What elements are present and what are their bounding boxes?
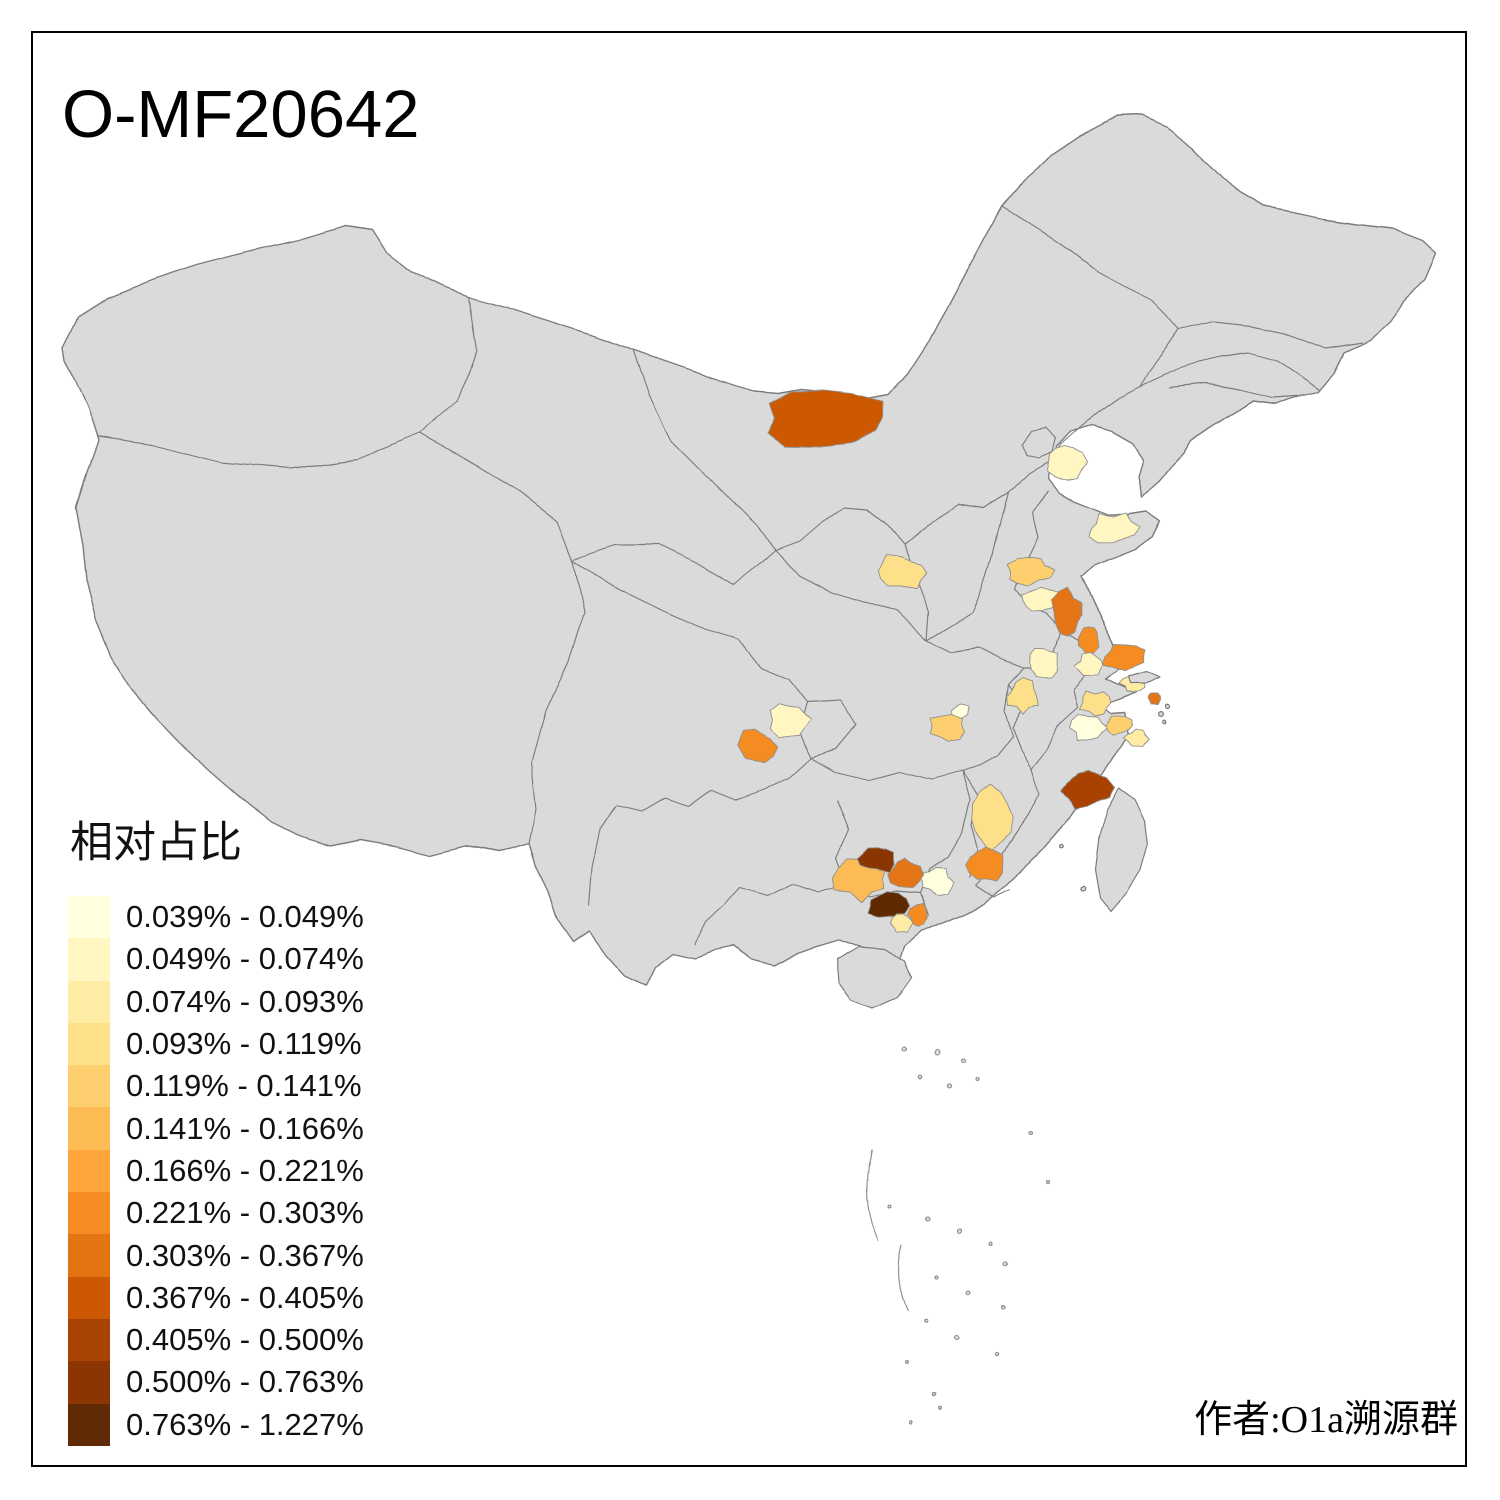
legend-swatch [68,1192,110,1235]
legend-entry: 0.119% - 0.141% [68,1065,364,1108]
hainan-island [835,944,914,1009]
map-region-region-08 [1078,625,1101,654]
legend-title: 相对占比 [70,820,242,867]
map-region-region-31 [888,911,914,931]
colored-regions [735,389,1162,931]
legend-swatch [68,1403,110,1446]
legend-label: 0.074% - 0.093% [126,983,364,1019]
attribution: 作者:O1a溯源群 [1194,1399,1458,1441]
legend-label: 0.093% - 0.119% [126,1026,362,1062]
legend-entry: 0.141% - 0.166% [68,1107,364,1150]
legend-swatch [68,1065,110,1108]
map-region-region-18 [1122,729,1149,748]
legend-label: 0.119% - 0.141% [126,1068,362,1104]
legend-label: 0.500% - 0.763% [126,1364,364,1400]
map-region-region-23 [950,704,970,721]
map-region-region-26 [918,866,954,896]
map-region-region-12 [1074,649,1106,676]
page-title: O-MF20642 [62,77,420,152]
legend-entry: 0.049% - 0.074% [68,938,364,981]
map-region-region-17 [1106,716,1133,737]
legend-swatch [68,1361,110,1404]
legend-swatch [68,1234,110,1277]
legend-entry: 0.763% - 1.227% [68,1403,364,1446]
legend-entry: 0.093% - 0.119% [68,1022,364,1066]
map-region-region-07 [1052,588,1082,637]
map-region-region-11 [1006,676,1038,716]
map-region-region-21 [735,730,778,764]
map-region-region-25 [966,844,1004,880]
legend-label: 0.405% - 0.500% [126,1322,364,1358]
legend-swatch [68,1107,110,1150]
south-china-sea-islets [866,1045,1051,1423]
legend-label: 0.763% - 1.227% [126,1406,364,1442]
map-region-region-05 [1007,556,1057,587]
legend-swatch [68,980,110,1023]
legend-entry: 0.166% - 0.221% [68,1149,364,1193]
map-region-region-29 [888,858,925,887]
legend: 相对占比 0.039% - 0.049% 0.049% - 0.074% 0.074… [68,808,364,1446]
map-region-region-01 [766,389,885,447]
legend-entry: 0.367% - 0.405% [68,1276,364,1319]
map-region-region-14 [1079,690,1113,717]
map-region-region-09 [1103,642,1148,672]
province-boundaries [96,205,1363,945]
legend-label: 0.367% - 0.405% [126,1279,364,1315]
map-region-region-02 [1045,446,1089,480]
legend-swatch [68,1318,110,1362]
map-region-region-04 [879,556,929,590]
chongming-island [1129,671,1161,685]
legend-label: 0.141% - 0.166% [126,1110,364,1146]
islands [835,671,1170,1009]
legend-swatch [68,1022,110,1066]
legend-label: 0.049% - 0.074% [126,941,364,977]
legend-label: 0.039% - 0.049% [126,899,364,935]
legend-label: 0.166% - 0.221% [126,1152,364,1188]
map-region-region-15 [1069,714,1109,742]
map-region-region-20 [768,703,812,738]
legend-rows: 0.039% - 0.049% 0.049% - 0.074% 0.074% - 0… [68,896,364,1446]
legend-entry: 0.500% - 0.763% [68,1361,364,1404]
map-region-region-03 [1088,512,1142,543]
map-region-region-24 [972,783,1015,852]
legend-swatch [68,896,110,939]
map-region-region-16 [1147,692,1162,704]
map-region-region-10 [1028,647,1058,678]
legend-entry: 0.303% - 0.367% [68,1234,364,1277]
legend-entry: 0.221% - 0.303% [68,1192,364,1235]
legend-swatch [68,938,110,981]
legend-label: 0.221% - 0.303% [126,1195,364,1231]
legend-label: 0.303% - 0.367% [126,1237,364,1273]
legend-entry: 0.405% - 0.500% [68,1318,364,1362]
map-region-region-32 [906,903,928,927]
legend-swatch [68,1149,110,1193]
legend-entry: 0.039% - 0.049% [68,896,364,939]
map-region-region-06 [1022,587,1063,613]
legend-swatch [68,1276,110,1319]
legend-entry: 0.074% - 0.093% [68,980,364,1023]
taiwan-island [1093,789,1148,913]
map-region-region-19 [1060,770,1115,810]
